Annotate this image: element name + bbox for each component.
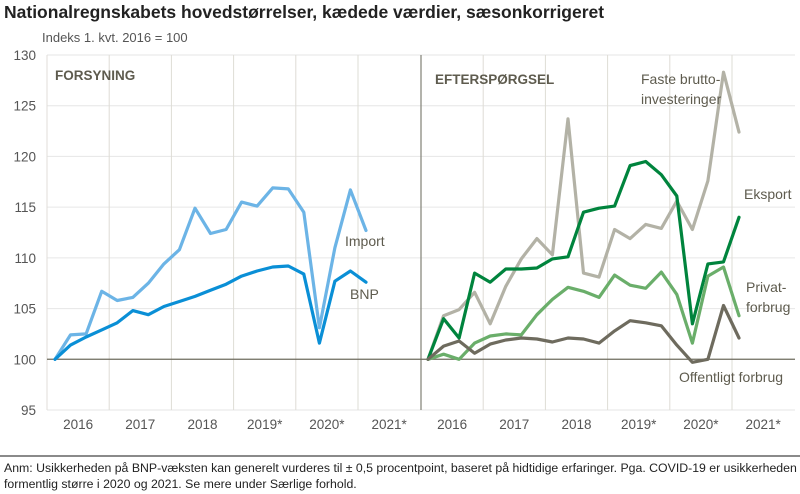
x-tick-label: 2021*: [371, 417, 407, 432]
series-label-faste-1: Faste brutto-: [641, 71, 721, 87]
y-tick-label: 120: [13, 149, 36, 164]
series-label-bnp: BNP: [350, 286, 379, 302]
panel-title-efterspoergsel: EFTERSPØRGSEL: [435, 72, 554, 87]
series-label-eksport: Eksport: [744, 186, 792, 202]
y-tick-label: 115: [14, 200, 36, 215]
chart: 95 100 105 110 115 120 125 130 2016 2017 2018 2019*…: [13, 48, 795, 432]
x-tick-label: 2018: [187, 417, 217, 432]
y-tick-label: 125: [13, 99, 36, 114]
series-label-import: Import: [345, 233, 385, 249]
x-tick-label: 2016: [63, 417, 93, 432]
series-line-bnp: [53, 264, 368, 361]
series-label-privat-1: Privat-: [746, 279, 787, 295]
x-tick-label: 2019*: [621, 417, 657, 432]
series-line-privat-forbrug: [426, 265, 741, 361]
x-tick-label: 2020*: [309, 417, 345, 432]
x-tick-label: 2018: [561, 417, 591, 432]
x-tick-label: 2019*: [247, 417, 283, 432]
series-label-faste-2: investeringer: [641, 91, 721, 107]
series-label-offentligt: Offentligt forbrug: [679, 369, 783, 385]
x-tick-label: 2021*: [745, 417, 781, 432]
chart-title: Nationalregnskabets hovedstørrelser, kæd…: [4, 2, 605, 22]
panel-title-forsyning: FORSYNING: [55, 68, 135, 83]
x-tick-label: 2020*: [683, 417, 719, 432]
y-tick-label: 95: [21, 403, 36, 418]
y-tick-label: 105: [13, 302, 36, 317]
divider: [0, 455, 800, 457]
y-tick-label: 130: [13, 48, 36, 63]
series-label-privat-2: forbrug: [746, 299, 790, 315]
x-tick-label: 2017: [499, 417, 529, 432]
series-line-eksport: [426, 159, 741, 361]
series-line-import: [53, 186, 368, 361]
series-line-offentligt-forbrug: [426, 303, 741, 364]
y-tick-label: 100: [13, 352, 36, 367]
y-tick-label: 110: [14, 251, 36, 266]
x-tick-label: 2016: [437, 417, 467, 432]
series-line-faste-brutto-investeringer: [426, 70, 741, 361]
x-tick-label: 2017: [125, 417, 155, 432]
footnote: Anm: Usikkerheden på BNP-væksten kan gen…: [4, 461, 797, 491]
y-axis-unit-label: Indeks 1. kvt. 2016 = 100: [42, 30, 188, 45]
